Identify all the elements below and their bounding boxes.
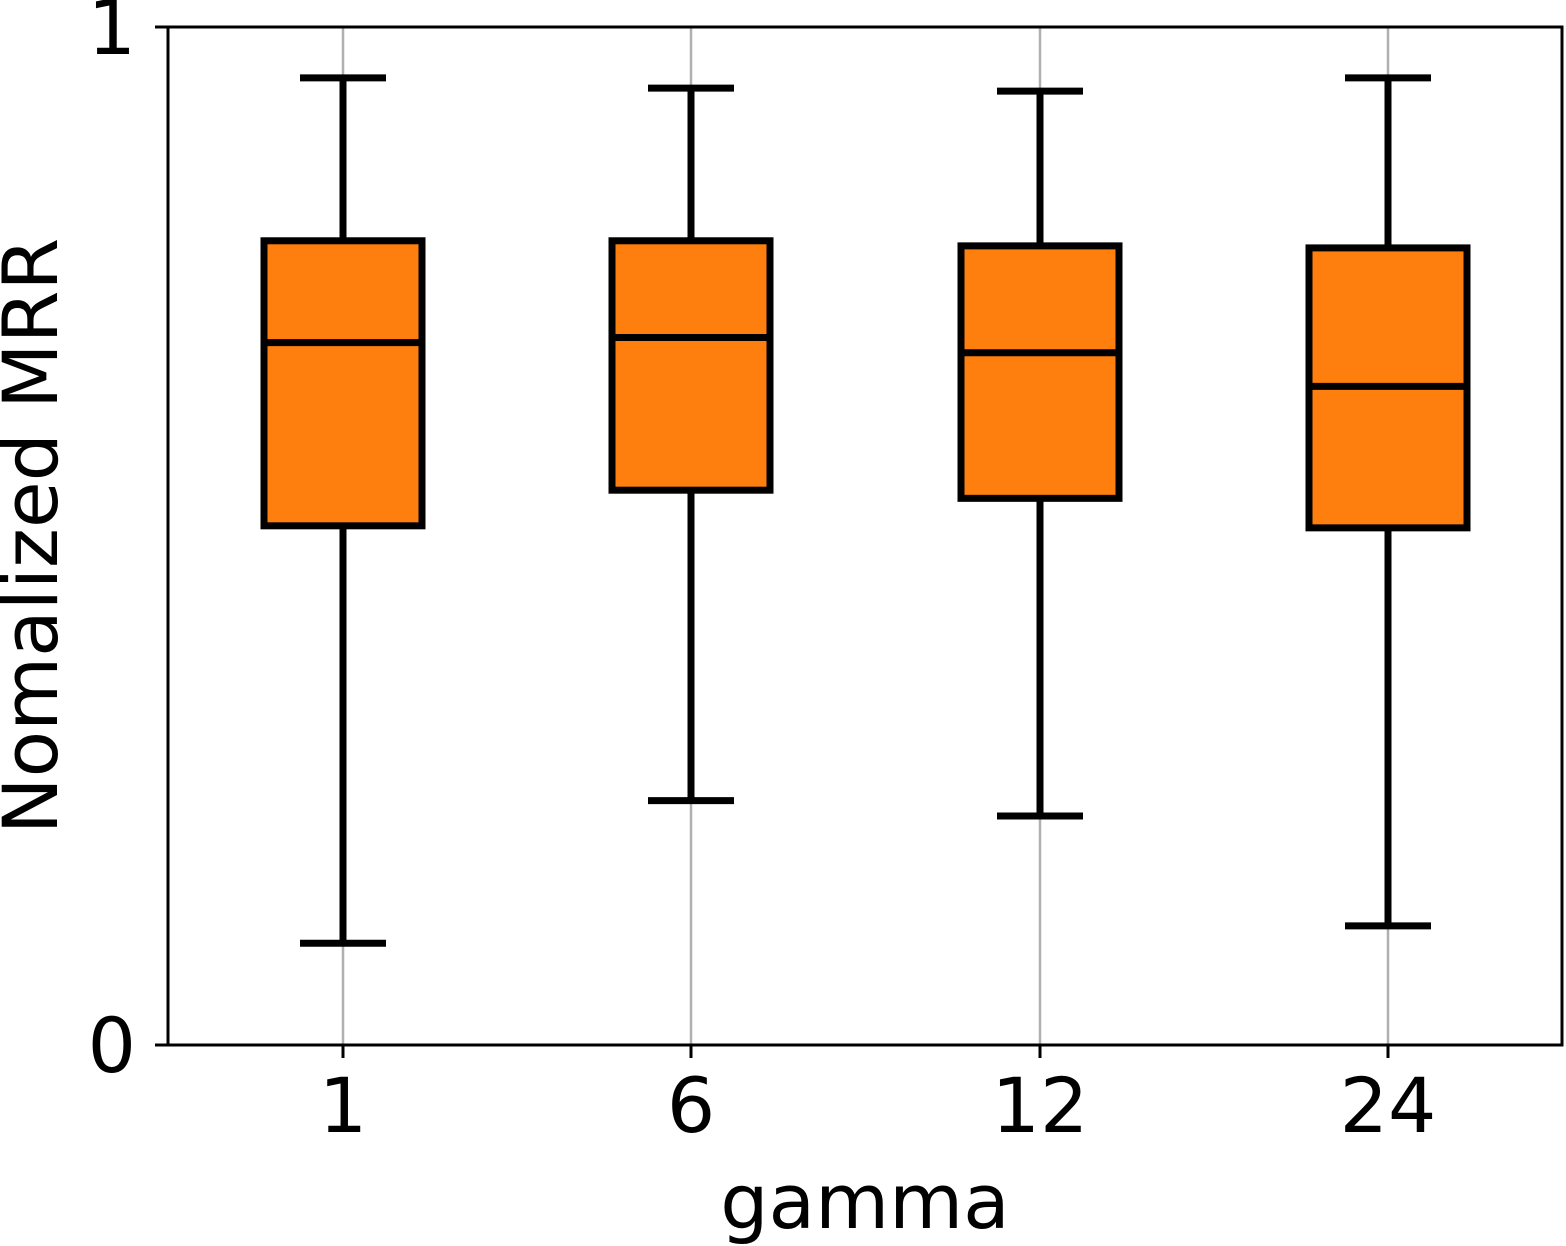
grid-lines bbox=[341, 27, 1390, 1045]
x-tick-label: 24 bbox=[1340, 1061, 1437, 1150]
boxes bbox=[260, 74, 1471, 947]
x-axis-label: gamma bbox=[720, 1157, 1009, 1246]
y-axis-label: Nomalized MRR bbox=[0, 238, 75, 834]
x-tick-label: 6 bbox=[667, 1061, 715, 1150]
box-12 bbox=[957, 87, 1123, 820]
plot-frame bbox=[166, 25, 1564, 1047]
iqr-box bbox=[260, 237, 426, 530]
box-6 bbox=[608, 84, 774, 805]
box-24 bbox=[1305, 74, 1471, 930]
ticks: 1 6 12 24 0 1 bbox=[88, 0, 1437, 1150]
box-1 bbox=[260, 74, 426, 947]
y-tick-label: 1 bbox=[88, 0, 136, 72]
iqr-box bbox=[957, 242, 1123, 502]
x-tick-label: 1 bbox=[319, 1061, 367, 1150]
x-tick-label: 12 bbox=[992, 1061, 1089, 1150]
y-tick-label: 0 bbox=[88, 1001, 136, 1090]
iqr-box bbox=[608, 237, 774, 494]
